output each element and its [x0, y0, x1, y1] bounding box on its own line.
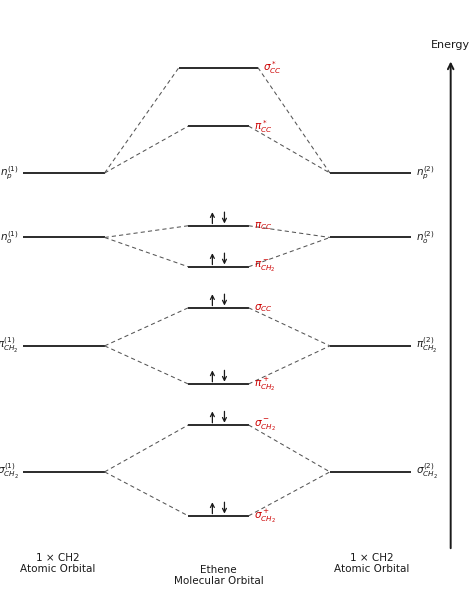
Text: 1 × CH2
Atomic Orbital: 1 × CH2 Atomic Orbital — [20, 553, 96, 575]
Text: Ethene
Molecular Orbital: Ethene Molecular Orbital — [173, 565, 263, 586]
Text: $\sigma_{CH_2}^-$: $\sigma_{CH_2}^-$ — [254, 417, 276, 432]
Text: $\pi^*_{CC}$: $\pi^*_{CC}$ — [254, 118, 273, 135]
Text: $n_o^{(1)}$: $n_o^{(1)}$ — [0, 229, 18, 246]
Text: $n_o^{(2)}$: $n_o^{(2)}$ — [416, 229, 435, 246]
Text: $\pi_{CH_2}^+$: $\pi_{CH_2}^+$ — [254, 376, 276, 393]
Text: $\pi_{CC}$: $\pi_{CC}$ — [254, 220, 273, 231]
Text: 1 × CH2
Atomic Orbital: 1 × CH2 Atomic Orbital — [334, 553, 410, 575]
Text: $\sigma_{CH_2}^{(2)}$: $\sigma_{CH_2}^{(2)}$ — [416, 462, 438, 481]
Text: Energy: Energy — [431, 40, 470, 50]
Text: $\sigma_{CH_2}^{(1)}$: $\sigma_{CH_2}^{(1)}$ — [0, 462, 18, 481]
Text: $\pi_{CH_2}^-$: $\pi_{CH_2}^-$ — [254, 259, 276, 274]
Text: $n_p^{(2)}$: $n_p^{(2)}$ — [416, 164, 435, 182]
Text: $\pi_{CH_2}^{(2)}$: $\pi_{CH_2}^{(2)}$ — [416, 336, 438, 355]
Text: $\sigma^*_{CC}$: $\sigma^*_{CC}$ — [264, 59, 282, 76]
Text: $\sigma_{CH_2}^+$: $\sigma_{CH_2}^+$ — [254, 507, 276, 524]
Text: $\pi_{CH_2}^{(1)}$: $\pi_{CH_2}^{(1)}$ — [0, 336, 18, 355]
Text: $n_p^{(1)}$: $n_p^{(1)}$ — [0, 164, 18, 182]
Text: $\sigma_{CC}$: $\sigma_{CC}$ — [254, 302, 273, 314]
